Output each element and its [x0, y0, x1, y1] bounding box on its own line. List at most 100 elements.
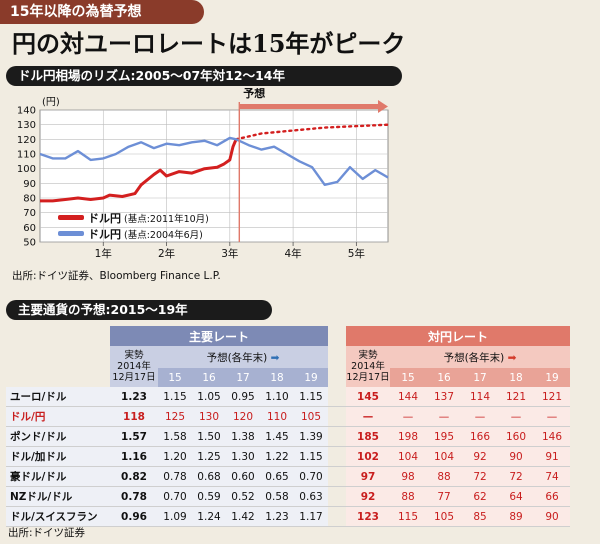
yen-forecast-value: —	[426, 406, 462, 427]
yen-forecast-value: 98	[390, 466, 426, 487]
yen-year-header: 16	[426, 368, 462, 387]
yen-actual-value: 102	[346, 446, 390, 467]
y-tick-label: 110	[17, 150, 36, 161]
main-forecast-value: 1.39	[294, 426, 328, 447]
yen-forecast-value: 72	[462, 466, 498, 487]
column-gap	[328, 446, 346, 467]
table-row: 豪ドル/ドル 0.82 0.78 0.68 0.60 0.65 0.70 97 98 88 72 72…	[6, 466, 570, 487]
headline: 円の対ユーロレートは15年がピーク	[12, 29, 406, 58]
group-main-header: 主要レート	[110, 326, 328, 346]
main-year-header: 16	[192, 368, 226, 387]
main-forecast-value: 0.95	[226, 387, 260, 407]
forecast-arrow-head	[378, 100, 388, 113]
yen-forecast-value: —	[498, 406, 534, 427]
main-actual-value: 0.96	[110, 506, 158, 527]
main-forecast-value: 1.20	[158, 446, 192, 467]
row-label: ポンド/ドル	[6, 426, 110, 447]
blank-cell	[6, 368, 110, 387]
forecast-label: 予想	[243, 88, 265, 100]
y-tick-label: 60	[23, 223, 36, 234]
chart-series	[39, 123, 390, 203]
x-tick-label: 2年	[158, 247, 175, 260]
main-forecast-value: 1.25	[192, 446, 226, 467]
yen-actual-value: 145	[346, 387, 390, 407]
main-forecast-value: 1.30	[226, 446, 260, 467]
column-gap	[328, 506, 346, 527]
yen-actual-value: 123	[346, 506, 390, 527]
yen-forecast-value: 121	[534, 387, 570, 407]
main-forecast-value: 0.70	[294, 466, 328, 487]
yen-forecast-value: 74	[534, 466, 570, 487]
column-gap	[328, 346, 346, 368]
main-year-header: 19	[294, 368, 328, 387]
series-forecast	[234, 123, 390, 141]
series-usdjpy-2011	[40, 138, 238, 203]
yen-year-header: 15	[390, 368, 426, 387]
main-actual-header: 実勢 2014年 12月17日	[110, 346, 158, 387]
yen-forecast-value: 92	[462, 446, 498, 467]
yen-forecast-value: 85	[462, 506, 498, 527]
main-forecast-value: 1.22	[260, 446, 294, 467]
yen-forecast-value: 115	[390, 506, 426, 527]
y-tick-label: 100	[17, 164, 36, 175]
arrow-right-icon: ➡	[270, 351, 280, 364]
main-forecast-value: 1.10	[260, 387, 294, 407]
blank-cell	[6, 326, 110, 346]
row-label: ドル/加ドル	[6, 446, 110, 467]
table-source: 出所:ドイツ証券	[8, 527, 86, 539]
main-year-header: 18	[260, 368, 294, 387]
main-forecast-value: 0.78	[158, 466, 192, 487]
column-gap	[328, 486, 346, 507]
chart-legend: ドル円 (基点:2011年10月)ドル円 (基点:2004年6月)	[58, 212, 209, 241]
table-title-bar: 主要通貨の予想:2015〜19年	[6, 300, 272, 320]
yen-forecast-value: 90	[534, 506, 570, 527]
yen-forecast-value: 72	[498, 466, 534, 487]
table-row: ポンド/ドル 1.57 1.58 1.50 1.38 1.45 1.39 185 198 195 1…	[6, 426, 570, 447]
table-row: ユーロ/ドル 1.23 1.15 1.05 0.95 1.10 1.15 145 144 137 1…	[6, 387, 570, 407]
main-forecast-value: 1.15	[294, 387, 328, 407]
main-forecast-value: 105	[294, 406, 328, 427]
table-row: ドル/スイスフラン 0.96 1.09 1.24 1.42 1.23 1.17 123 115 1…	[6, 506, 570, 527]
yen-actual-value: 185	[346, 426, 390, 447]
main-forecast-value: 1.58	[158, 426, 192, 447]
yen-forecast-value: 146	[534, 426, 570, 447]
row-label: 豪ドル/ドル	[6, 466, 110, 487]
yen-forecast-value: 104	[390, 446, 426, 467]
actual-date-year: 2014年	[117, 361, 151, 372]
main-forecast-value: 1.24	[192, 506, 226, 527]
x-tick-label: 4年	[284, 247, 301, 260]
yen-year-header: 17	[462, 368, 498, 387]
row-label: ドル/スイスフラン	[6, 506, 110, 527]
column-gap	[328, 406, 346, 427]
yen-forecast-value: 114	[462, 387, 498, 407]
main-forecast-value: 0.60	[226, 466, 260, 487]
main-forecast-value: 1.15	[158, 387, 192, 407]
yen-forecast-value: 137	[426, 387, 462, 407]
blank-cell	[6, 346, 110, 368]
chart-axes: 140 130 120 110 100 90 80 70 60 50 (円) 1年 2年 3年 4年 5年	[17, 97, 365, 260]
top-tag: 15年以降の為替予想	[0, 0, 204, 24]
main-forecast-value: 0.59	[192, 486, 226, 507]
yen-forecast-header: 予想(各年末) ➡	[390, 346, 570, 368]
plot-area	[39, 109, 389, 243]
chart-grid	[39, 109, 389, 243]
column-gap	[328, 326, 346, 346]
y-tick-label: 140	[17, 106, 36, 117]
yen-forecast-value: 64	[498, 486, 534, 507]
main-forecast-value: 1.09	[158, 506, 192, 527]
yen-forecast-value: 62	[462, 486, 498, 507]
yen-forecast-value: 66	[534, 486, 570, 507]
yen-actual-value: —	[346, 406, 390, 427]
main-forecast-value: 0.70	[158, 486, 192, 507]
legend-usdjpy-2011-name: ドル円	[88, 212, 121, 225]
actual-date-year: 2014年	[351, 361, 385, 372]
chart-title-bar: ドル円相場のリズム:2005〜07年対12〜14年	[6, 66, 402, 86]
series-usdjpy-2004	[39, 136, 389, 187]
x-tick-label: 1年	[95, 247, 112, 260]
line-chart: 140 130 120 110 100 90 80 70 60 50 (円) 1年 2年 3年 4年 5年 予…	[17, 88, 390, 260]
actual-label: 実勢	[124, 350, 144, 361]
y-tick-label: 70	[23, 208, 36, 219]
column-gap	[328, 466, 346, 487]
yen-forecast-value: 104	[426, 446, 462, 467]
